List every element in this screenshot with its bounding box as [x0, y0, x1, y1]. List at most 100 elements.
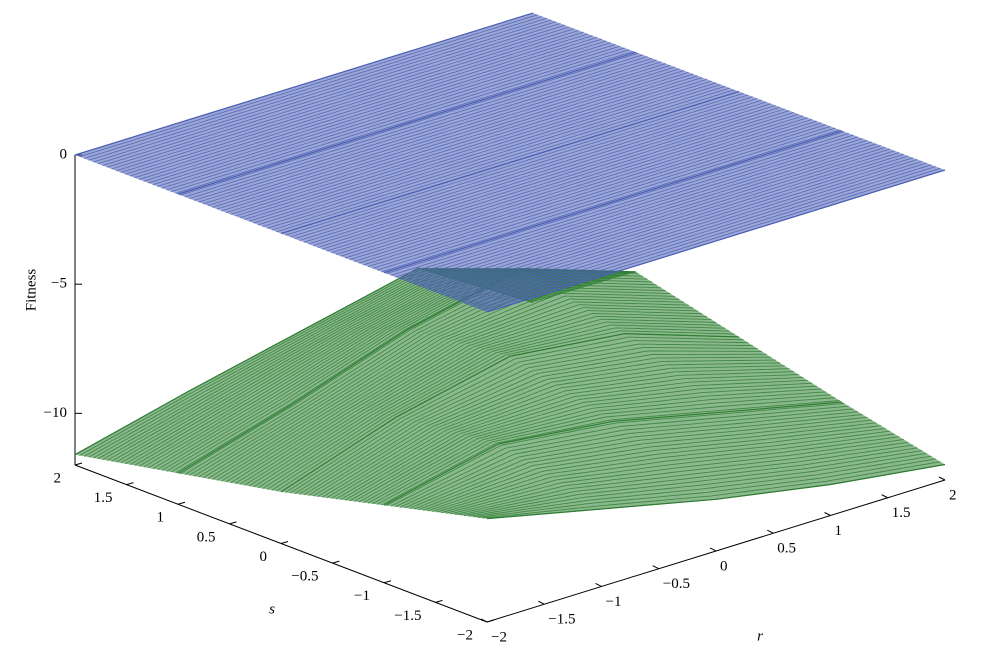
- mesh-hatch: [221, 68, 680, 212]
- s-tick: [229, 521, 237, 525]
- mesh-hatch: [367, 124, 827, 268]
- mesh-hatch: [317, 105, 776, 248]
- mesh-hatch: [257, 318, 717, 489]
- mesh-hatch: [180, 52, 639, 196]
- mesh-hatch: [463, 160, 923, 304]
- mesh-hatch: [289, 340, 749, 494]
- mesh-hatch: [340, 374, 799, 500]
- mesh-hatch: [299, 347, 758, 495]
- r-tick-label: 1: [835, 523, 843, 539]
- mesh-hatch: [459, 159, 918, 302]
- s-tick-label: 0: [260, 549, 268, 565]
- s-tick: [383, 580, 392, 584]
- mesh-hatch: [170, 49, 630, 193]
- mesh-hatch: [354, 118, 813, 262]
- mesh-hatch: [230, 71, 689, 215]
- mesh-hatch: [431, 430, 891, 512]
- mesh-hatch: [399, 136, 859, 280]
- mesh-hatch: [207, 286, 666, 479]
- mesh-hatch: [212, 289, 671, 480]
- r-axis-label: r: [757, 628, 763, 644]
- s-tick: [280, 541, 289, 544]
- mesh-hatch: [431, 148, 891, 292]
- mesh-hatch: [294, 96, 753, 240]
- mesh-hatch: [427, 427, 886, 512]
- mesh-hatch: [413, 419, 872, 510]
- mesh-hatch: [418, 422, 877, 511]
- mesh-hatch: [184, 54, 644, 198]
- mesh-hatch: [335, 371, 794, 500]
- r-tick-label: −1: [606, 594, 622, 610]
- mesh-hatch: [381, 400, 840, 506]
- mesh-hatch: [322, 106, 781, 250]
- mesh-hatch: [88, 17, 547, 161]
- surface-row: [383, 130, 843, 274]
- surface-row: [383, 401, 843, 506]
- mesh-hatch: [102, 23, 561, 166]
- mesh-hatch: [326, 365, 785, 499]
- mesh-hatch: [248, 312, 708, 487]
- r-tick: [709, 547, 717, 552]
- mesh-hatch: [464, 450, 923, 517]
- mesh-hatch: [349, 379, 808, 502]
- mesh-hatch: [157, 43, 616, 187]
- r-tick-label: −0.5: [663, 576, 690, 592]
- mesh-hatch: [441, 436, 900, 514]
- mesh-hatch: [404, 414, 863, 509]
- z-axis-label: Fitness: [23, 269, 39, 312]
- mesh-hatch: [422, 425, 881, 511]
- s-tick-label: 1: [157, 510, 165, 526]
- mesh-hatch: [441, 152, 900, 295]
- mesh-hatch: [303, 99, 763, 243]
- mesh-hatch: [477, 166, 936, 309]
- surface-row: [177, 51, 637, 195]
- mesh-hatch: [303, 350, 762, 496]
- mesh-hatch: [234, 304, 694, 484]
- s-tick-label: −1.5: [394, 608, 421, 624]
- r-tick: [938, 476, 946, 481]
- mesh-hatch: [450, 155, 909, 299]
- mesh-hatch: [225, 70, 685, 214]
- surface-row: [486, 463, 946, 520]
- mesh-hatch: [427, 146, 886, 290]
- mesh-hatch: [409, 416, 868, 509]
- surface-row: [280, 333, 740, 493]
- mesh-hatch: [422, 145, 882, 289]
- mesh-hatch: [436, 433, 895, 513]
- mesh-hatch: [212, 64, 671, 208]
- r-tick-label: 2: [949, 487, 957, 503]
- mesh-hatch: [166, 47, 625, 191]
- mesh-hatch: [413, 141, 872, 285]
- mesh-hatch: [93, 19, 552, 163]
- mesh-hatch: [276, 330, 735, 492]
- mesh-hatch: [134, 35, 593, 179]
- mesh-hatch: [308, 353, 767, 496]
- s-tick: [332, 560, 340, 564]
- r-tick-label: 0: [720, 558, 728, 574]
- mesh-hatch: [175, 50, 634, 194]
- mesh-hatch: [386, 402, 845, 506]
- r-tick: [652, 565, 659, 570]
- mesh-hatch: [239, 75, 698, 219]
- mesh-hatch: [267, 324, 726, 490]
- r-tick: [538, 600, 545, 605]
- mesh-hatch: [193, 57, 653, 201]
- mesh-hatch: [97, 21, 557, 165]
- mesh-hatch: [386, 131, 845, 275]
- mesh-hatch: [363, 122, 822, 266]
- r-tick-label: −2: [491, 629, 507, 645]
- mesh-hatch: [353, 382, 813, 502]
- mesh-hatch: [189, 56, 648, 200]
- s-tick: [177, 501, 186, 505]
- surface-cell: [395, 356, 613, 444]
- mesh-hatch: [454, 157, 914, 301]
- mesh-hatch: [290, 94, 749, 238]
- mesh-hatch: [367, 391, 827, 504]
- s-tick-label: −1: [354, 588, 370, 604]
- mesh-hatch: [344, 115, 804, 259]
- s-tick: [435, 599, 443, 603]
- mesh-hatch: [216, 292, 675, 481]
- r-tick: [595, 583, 602, 587]
- mesh-hatch: [344, 376, 804, 501]
